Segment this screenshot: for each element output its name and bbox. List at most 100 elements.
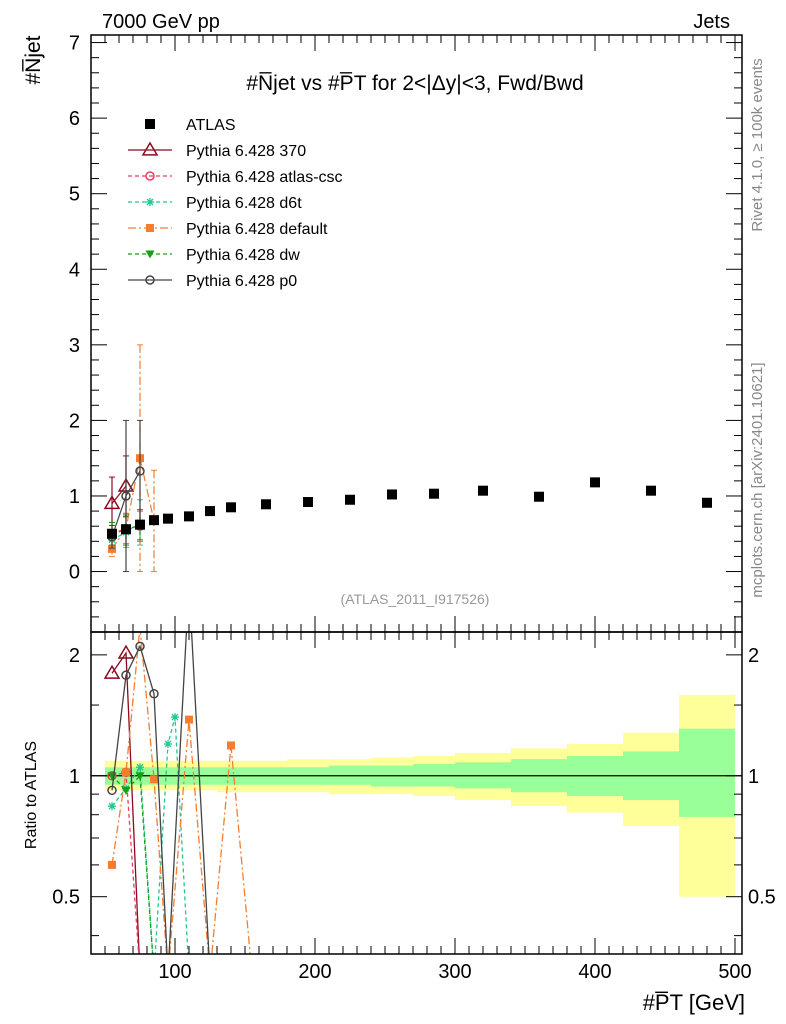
x-tick-label: 300	[438, 961, 471, 983]
ratio-point	[135, 772, 145, 781]
atlas-point	[184, 511, 194, 522]
ratio-line	[111, 632, 210, 954]
legend-marker	[146, 224, 154, 232]
legend-label: ATLAS	[186, 117, 236, 134]
y-tick-label: 4	[69, 259, 80, 281]
atlas-point	[387, 489, 397, 500]
ratio-point	[150, 775, 158, 784]
ratio-line	[111, 716, 189, 954]
ratio-line	[111, 771, 140, 954]
ratio-series-3	[108, 623, 251, 954]
y-tick-label: 1	[69, 486, 80, 508]
ratio-frame	[90, 631, 743, 955]
legend-label: Pythia 6.428 default	[186, 221, 328, 238]
ratio-point	[121, 786, 131, 795]
ratio-y-tick-label: 1	[69, 766, 80, 788]
ratio-point	[107, 785, 117, 796]
atlas-point	[345, 494, 355, 505]
legend-label: Pythia 6.428 370	[186, 143, 306, 160]
atlas-point	[646, 485, 656, 496]
atlas-point	[135, 519, 145, 530]
ratio-point	[136, 763, 144, 772]
x-tick-label: 500	[718, 961, 751, 983]
atlas-point	[478, 485, 488, 496]
legend-entry-0: ATLAS	[145, 117, 236, 134]
legend-entry-1: Pythia 6.428 370	[128, 141, 306, 160]
legend-marker	[145, 119, 155, 129]
legend-marker	[145, 171, 155, 181]
ratio-point	[122, 768, 130, 777]
atlas-point	[702, 497, 712, 508]
analysis-id: (ATLAS_2011_I917526)	[341, 591, 490, 607]
ratio-y-tick-label: 2	[69, 645, 80, 667]
chart-title: #N̅jet vs #P̅T for 2<|Δy|<3, Fwd/Bwd	[246, 72, 583, 95]
legend-marker	[141, 141, 159, 156]
atlas-point	[590, 477, 600, 488]
axes: 0 1 2 3 4 5 6 7 0.5 0.5 1 1 2 2 100 200 300 400 500	[52, 33, 776, 983]
atlas-point	[163, 513, 173, 524]
data-point	[103, 495, 121, 510]
ratio-line	[111, 651, 140, 954]
legend-entry-5: Pythia 6.428 dw	[128, 247, 300, 264]
ratio-series-2	[108, 713, 189, 954]
green-band-bin	[679, 728, 735, 817]
ratio-point	[121, 670, 131, 680]
ratio-panel	[103, 623, 251, 954]
ratio-point	[227, 741, 235, 750]
ratio-line	[111, 632, 251, 954]
legend-entry-4: Pythia 6.428 default	[128, 221, 328, 238]
ratio-point	[164, 739, 172, 748]
atlas-point	[534, 491, 544, 502]
legend-label: Pythia 6.428 d6t	[186, 195, 302, 212]
ratio-point	[108, 860, 116, 869]
mcplots-watermark: mcplots.cern.ch [arXiv:2401.10621]	[749, 362, 766, 597]
legend-label: Pythia 6.428 atlas-csc	[186, 169, 343, 186]
legend-label: Pythia 6.428 dw	[186, 247, 300, 264]
ratio-point	[171, 713, 179, 722]
legend-entry-2: Pythia 6.428 atlas-csc	[128, 169, 343, 186]
ratio-y-tick-label-right: 1	[748, 766, 759, 788]
ratio-series-0	[103, 644, 140, 954]
data-point	[121, 491, 131, 501]
ratio-point	[103, 664, 121, 679]
rivet-watermark: Rivet 4.1.0, ≥ 100k events	[749, 58, 766, 231]
ratio-point	[149, 689, 159, 699]
data-point	[135, 466, 145, 476]
series-5	[107, 419, 145, 573]
atlas-point	[205, 506, 215, 517]
atlas-point	[121, 524, 131, 535]
ratio-point	[117, 644, 135, 659]
legend-marker	[145, 250, 155, 259]
ratio-point	[135, 641, 145, 652]
atlas-point	[107, 528, 117, 539]
category-label: Jets	[693, 11, 730, 33]
y-tick-label: 6	[69, 108, 80, 130]
x-tick-label: 200	[298, 961, 331, 983]
ratio-y-tick-label: 0.5	[52, 887, 80, 909]
legend-marker	[146, 198, 154, 206]
legend-marker	[145, 275, 155, 285]
energy-label: 7000 GeV pp	[102, 11, 220, 33]
series-line	[111, 458, 155, 550]
ratio-point	[185, 715, 193, 724]
ratio-point	[136, 623, 144, 631]
ratio-series-5	[107, 632, 210, 954]
atlas-point	[226, 502, 236, 513]
legend-entry-3: Pythia 6.428 d6t	[128, 195, 302, 212]
ratio-y-label: Ratio to ATLAS	[23, 741, 40, 849]
y-tick-label: 3	[69, 335, 80, 357]
ratio-point	[108, 802, 116, 811]
ratio-y-tick-label-right: 2	[748, 645, 759, 667]
x-axis-label: #P̅T [GeV]	[643, 990, 745, 1015]
y-tick-label: 7	[69, 33, 80, 55]
legend-entry-6: Pythia 6.428 p0	[128, 273, 297, 290]
main-y-label: #N̅jet	[22, 35, 45, 84]
ratio-y-tick-label-right: 0.5	[748, 887, 776, 909]
ratio-line	[111, 774, 154, 954]
legend-label: Pythia 6.428 p0	[186, 273, 297, 290]
x-tick-label: 400	[578, 961, 611, 983]
main-panel	[103, 344, 712, 573]
atlas-point	[149, 515, 159, 526]
